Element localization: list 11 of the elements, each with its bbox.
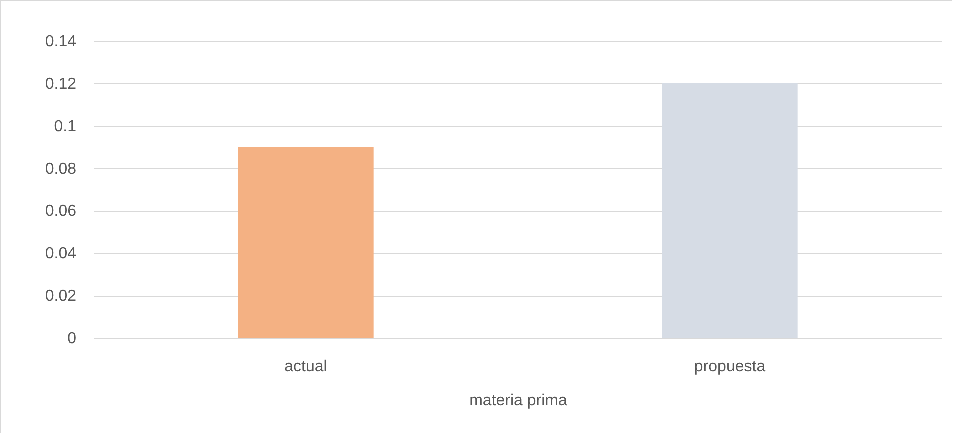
y-tick-label: 0.02 bbox=[45, 288, 77, 306]
x-axis-title: materia prima bbox=[470, 392, 568, 410]
y-tick-label: 0.14 bbox=[45, 34, 77, 50]
y-tick-label: 0.12 bbox=[45, 76, 77, 93]
y-tick-label: 0.06 bbox=[45, 203, 77, 220]
x-tick-label: propuesta bbox=[694, 358, 766, 376]
y-tick-label: 0 bbox=[68, 330, 77, 348]
y-tick-label: 0.1 bbox=[54, 118, 77, 136]
y-tick-label: 0.04 bbox=[45, 246, 77, 263]
x-tick-label: actual bbox=[284, 358, 328, 376]
y-tick-label: 0.08 bbox=[45, 160, 77, 178]
